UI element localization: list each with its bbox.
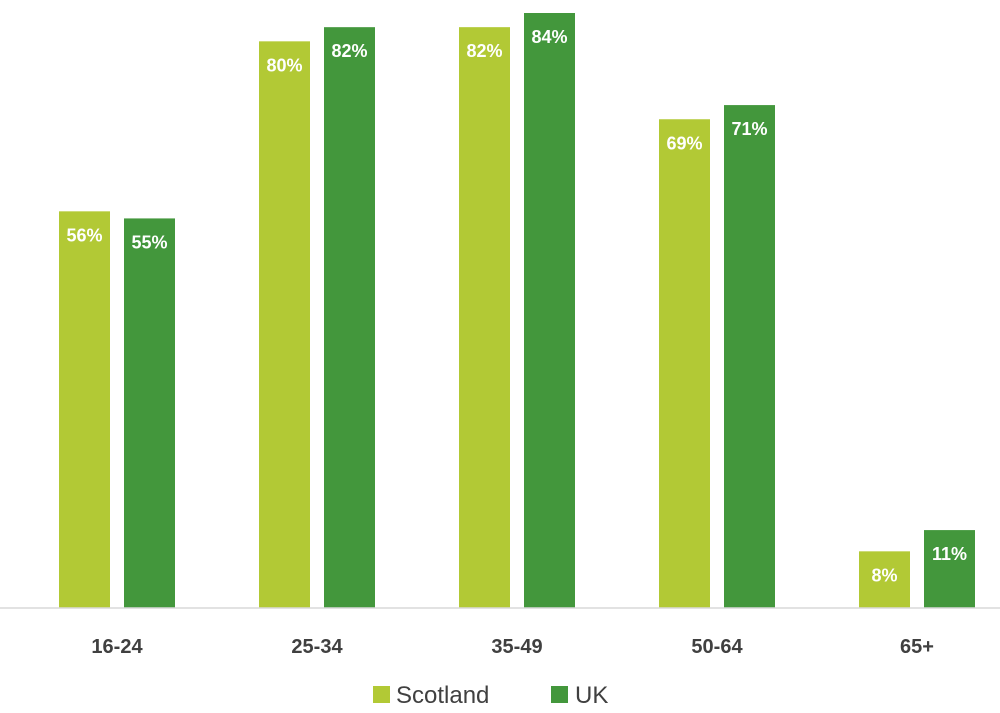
bar-scotland-25-34: [259, 41, 310, 609]
data-labels-layer: 56% 55% 80% 82% 82% 84% 69% 71% 8% 11%: [66, 27, 967, 585]
bar-scotland-35-49: [459, 27, 510, 608]
bar-uk-65+: [924, 530, 975, 608]
category-label-16-24: 16-24: [91, 636, 143, 658]
bar-uk-35-49: [524, 13, 575, 608]
bar-uk-25-34: [324, 27, 375, 608]
category-labels-layer: 16-24 25-34 35-49 50-64 65+: [91, 636, 934, 658]
data-label-scotland-65+: 8%: [871, 565, 897, 585]
data-label-scotland-50-64: 69%: [666, 133, 702, 153]
legend-item-scotland: Scotland: [373, 682, 489, 709]
data-label-uk-50-64: 71%: [731, 119, 767, 139]
category-label-65+: 65+: [900, 636, 934, 658]
bar-scotland-16-24: [59, 211, 110, 609]
data-label-uk-25-34: 82%: [331, 41, 367, 61]
data-label-scotland-16-24: 56%: [66, 225, 102, 245]
category-label-50-64: 50-64: [691, 636, 743, 658]
legend-swatch-scotland: [373, 686, 390, 703]
legend-label-uk: UK: [575, 682, 608, 709]
legend-item-uk: UK: [551, 682, 608, 709]
category-label-35-49: 35-49: [491, 636, 542, 658]
data-label-uk-35-49: 84%: [531, 27, 567, 47]
category-label-25-34: 25-34: [291, 636, 343, 658]
legend-swatch-uk: [551, 686, 568, 703]
bar-scotland-65+: [859, 551, 910, 608]
bars-layer: [59, 13, 975, 609]
legend: Scotland UK: [373, 682, 608, 709]
bar-uk-50-64: [724, 105, 775, 608]
data-label-uk-16-24: 55%: [131, 232, 167, 252]
data-label-scotland-35-49: 82%: [466, 41, 502, 61]
bar-scotland-50-64: [659, 119, 710, 608]
legend-label-scotland: Scotland: [396, 682, 489, 709]
bar-uk-16-24: [124, 218, 175, 608]
data-label-uk-65+: 11%: [932, 544, 967, 564]
data-label-scotland-25-34: 80%: [266, 55, 302, 75]
